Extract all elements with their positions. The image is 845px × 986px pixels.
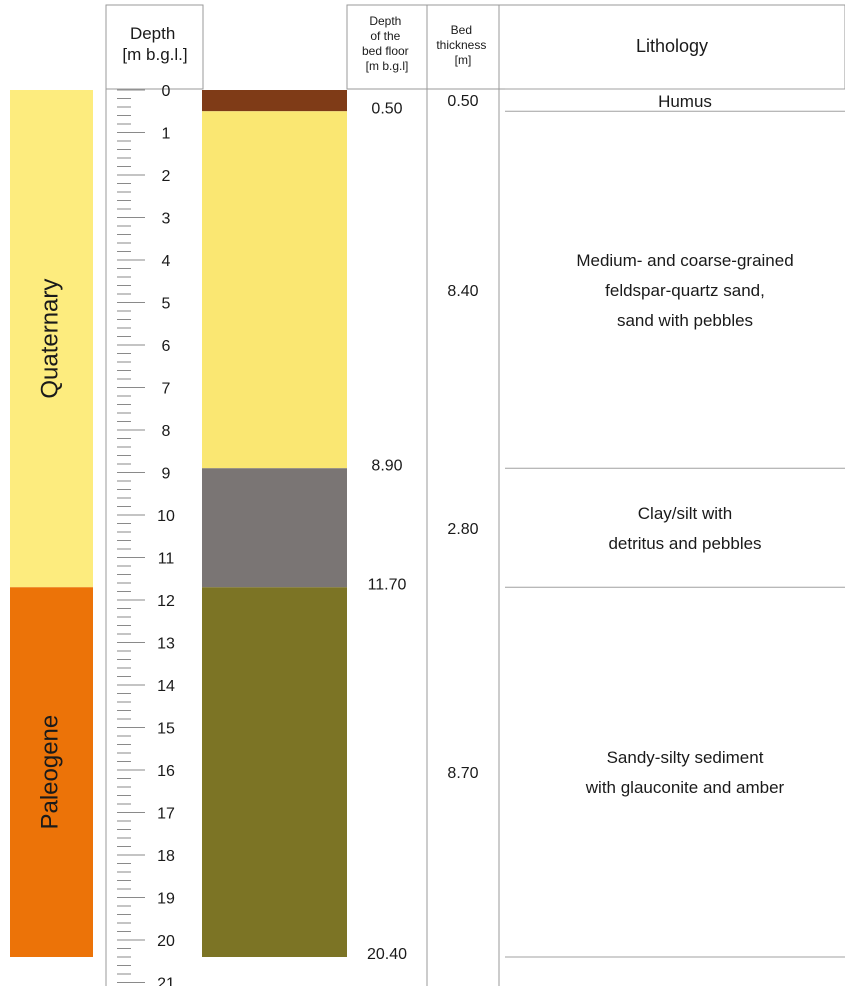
bed-thickness-value: 8.40 — [447, 283, 478, 300]
bed-thickness-value: 8.70 — [447, 765, 478, 782]
depth-tick-label: 18 — [157, 848, 175, 865]
thickness-header-line-1: Bed — [451, 23, 472, 37]
depth-tick-label: 4 — [162, 253, 171, 270]
period-column: Quaternary Paleogene — [10, 90, 93, 957]
depth-tick-label: 15 — [157, 721, 175, 738]
lithology-description: Clay/silt with detritus and pebbles — [608, 504, 761, 553]
period-label: Paleogene — [36, 715, 63, 830]
bed-thickness-value: 0.50 — [447, 93, 478, 110]
lithology-line: Sandy-silty sediment — [607, 748, 764, 767]
layer-column — [202, 90, 347, 957]
layer-band — [202, 90, 347, 112]
depth-header-line-2: [m b.g.l.] — [122, 45, 187, 64]
depth-tick-label: 3 — [162, 211, 171, 228]
bed-floor-header-line-2: of the — [370, 29, 400, 43]
depth-tick-label: 1 — [162, 126, 171, 143]
depth-header-line-1: Depth — [130, 24, 175, 43]
lithology-line: sand with pebbles — [617, 311, 753, 330]
lithology-line: feldspar-quartz sand, — [605, 281, 765, 300]
thickness-header-line-2: thickness — [436, 38, 486, 52]
layer-band — [202, 468, 347, 588]
period-label: Quaternary — [36, 279, 63, 399]
bed-floor-value: 11.70 — [368, 576, 407, 593]
lithology-description: Medium- and coarse-grained feldspar-quart… — [576, 251, 793, 330]
depth-tick-label: 12 — [157, 593, 175, 610]
thickness-header: Bed thickness [m] — [436, 23, 489, 67]
lithology-line: detritus and pebbles — [608, 534, 761, 553]
depth-tick-label: 10 — [157, 508, 175, 525]
period-band — [10, 587, 93, 957]
depth-tick-label: 14 — [157, 678, 175, 695]
lithology-header: Lithology — [636, 36, 708, 56]
bed-floor-header-line-3: bed floor — [362, 44, 409, 58]
depth-tick-label: 20 — [157, 933, 175, 950]
bed-floor-value: 8.90 — [371, 457, 402, 474]
depth-tick-label: 11 — [158, 551, 175, 568]
layer-band — [202, 111, 347, 469]
depth-tick-label: 2 — [162, 168, 171, 185]
bed-floor-value: 20.40 — [367, 946, 407, 963]
bed-floor-header-line-1: Depth — [369, 14, 401, 28]
lithology-line: Medium- and coarse-grained — [576, 251, 793, 270]
lithology-column: Humus Medium- and coarse-grained feldspar-… — [505, 88, 845, 958]
depth-header: Depth [m b.g.l.] — [122, 24, 187, 64]
depth-tick-label: 19 — [157, 891, 175, 908]
lithology-description: Humus — [658, 92, 712, 111]
column-frame — [105, 4, 845, 986]
lithology-line: Clay/silt with — [638, 504, 732, 523]
lithology-line: Humus — [658, 92, 712, 111]
depth-tick-label: 5 — [162, 296, 171, 313]
depth-tick-label: 8 — [162, 423, 171, 440]
period-band — [10, 90, 93, 588]
layer-band — [202, 587, 347, 957]
depth-tick-label: 0 — [162, 83, 171, 100]
depth-tick-label: 9 — [162, 466, 171, 483]
depth-tick-label: 21 — [157, 976, 175, 986]
depth-header-box — [105, 4, 204, 90]
bed-thickness-value: 2.80 — [447, 521, 478, 538]
depth-tick-label: 17 — [157, 806, 175, 823]
depth-tick-label: 6 — [162, 338, 171, 355]
depth-tick-label: 7 — [162, 381, 171, 398]
lithology-line: with glauconite and amber — [585, 778, 785, 797]
depth-tick-label: 13 — [157, 636, 175, 653]
lithology-description: Sandy-silty sediment with glauconite and … — [585, 748, 785, 797]
bed-thickness-column: 0.50 8.40 2.80 8.70 — [447, 93, 478, 782]
bed-floor-column: 0.50 8.90 11.70 20.40 — [367, 100, 407, 963]
bed-floor-header-line-4: [m b.g.l] — [366, 59, 409, 73]
bed-floor-value: 0.50 — [371, 100, 402, 117]
depth-tick-label: 16 — [157, 763, 175, 780]
thickness-header-line-3: [m] — [455, 53, 472, 67]
bed-floor-header: Depth of the bed floor [m b.g.l] — [362, 14, 412, 73]
